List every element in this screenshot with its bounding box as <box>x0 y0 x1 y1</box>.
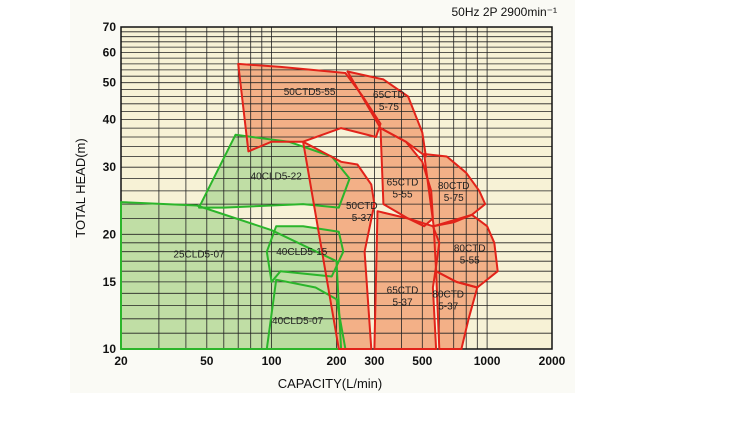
series-outline-40cld5-22 <box>198 133 351 209</box>
y-axis-title: TOTAL HEAD(m) <box>73 138 88 237</box>
series-label-25cld5-07: 25CLD5-07 <box>173 250 225 261</box>
series-area-40cld5-07 <box>266 279 346 349</box>
y-tick-label: 60 <box>103 46 117 60</box>
series-area-65ctd-5-75 <box>347 71 426 157</box>
x-axis-title: CAPACITY(L/min) <box>278 376 383 391</box>
series-label-40cld5-07: 40CLD5-07 <box>272 316 324 327</box>
x-tick-label: 300 <box>364 354 384 368</box>
x-tick-label: 200 <box>326 354 346 368</box>
series-label-65ctd-5-55: 65CTD 5-55 <box>387 178 419 201</box>
chart-subtitle: 50Hz 2P 2900min⁻¹ <box>451 5 557 19</box>
series-outline-25cld5-07 <box>120 201 343 350</box>
x-tick-label: 2000 <box>539 354 566 368</box>
x-tick-label: 100 <box>262 354 282 368</box>
y-tick-label: 50 <box>103 76 117 90</box>
series-label-65ctd-5-37: 65CTD 5-37 <box>387 286 419 309</box>
series-label-50ctd-5-37: 50CTD 5-37 <box>346 201 378 224</box>
series-label-65ctd-5-75: 65CTD 5-75 <box>373 90 405 113</box>
x-tick-label: 20 <box>114 354 128 368</box>
series-outline-40cld5-15 <box>265 225 345 283</box>
y-tick-label: 15 <box>103 275 117 289</box>
series-label-40cld5-22: 40CLD5-22 <box>251 172 303 183</box>
series-label-50ctd5-55: 50CTD5-55 <box>284 87 336 98</box>
y-tick-label: 20 <box>103 227 117 241</box>
y-tick-label: 40 <box>103 113 117 127</box>
series-label-80ctd-5-37: 80CTD 5-37 <box>432 289 464 312</box>
series-area-50ctd-5-37 <box>303 141 375 349</box>
series-label-40cld5-15: 40CLD5-15 <box>276 247 328 258</box>
series-outline-50ctd-5-37 <box>302 140 376 350</box>
x-tick-label: 50 <box>200 354 214 368</box>
series-area-65ctd-5-37 <box>374 211 440 349</box>
series-area-65ctd-5-55 <box>380 128 433 227</box>
series-area-50ctd5-55 <box>238 63 381 152</box>
series-area-80ctd-5-37 <box>436 271 478 349</box>
series-outline-40cld5-07 <box>265 278 347 350</box>
series-outline-50ctd5-55 <box>237 62 382 153</box>
x-tick-label: 500 <box>412 354 432 368</box>
y-tick-label: 30 <box>103 160 117 174</box>
y-tick-label: 10 <box>103 342 117 356</box>
x-tick-label: 1000 <box>474 354 501 368</box>
series-label-80ctd-5-55: 80CTD 5-55 <box>454 244 486 267</box>
series-outline-80ctd-5-37 <box>435 270 479 350</box>
series-area-80ctd-5-55 <box>433 214 498 288</box>
series-label-80ctd-5-75: 80CTD 5-75 <box>438 181 470 204</box>
y-tick-label: 70 <box>103 20 117 34</box>
